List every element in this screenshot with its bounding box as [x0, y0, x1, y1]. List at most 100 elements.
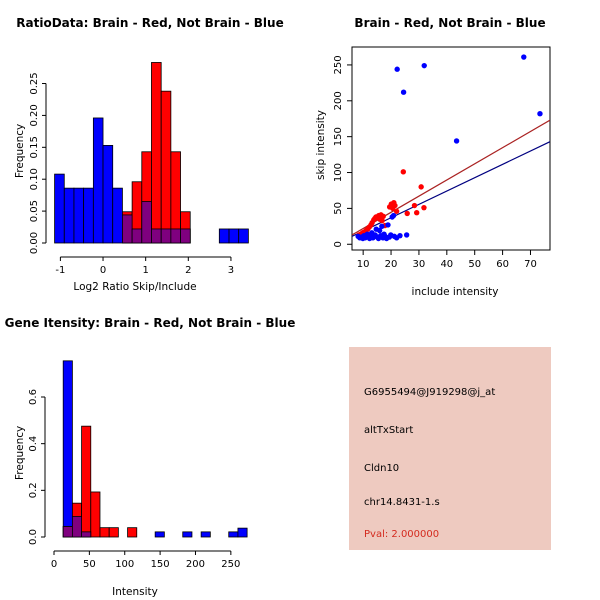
ratio-y-tick-label: 0.05 [29, 200, 40, 222]
ratio-x-tick-label: 1 [142, 265, 148, 276]
gene-bar-not-brain [154, 531, 165, 538]
gene-x-tick-label: 150 [151, 559, 170, 570]
scatter-plot-group: 0 50 100 150 200 250 10 20 30 40 50 60 70 [333, 46, 551, 270]
gene-bar-not-brain [228, 531, 239, 538]
histogram-bar-not-brain [238, 228, 249, 244]
info-pval: Pval: 2.000000 [364, 529, 440, 540]
gene-histogram-title: Gene Itensity: Brain - Red, Not Brain - … [4, 316, 296, 330]
gene-bar-not-brain [62, 360, 73, 538]
ratio-histogram-panel: RatioData: Brain - Red, Not Brain - Blue… [0, 0, 300, 300]
scatter-y-tick-label: 0 [333, 241, 344, 247]
scatter-point-not-brain [379, 223, 385, 230]
scatter-point-not-brain [453, 138, 460, 144]
info-probe-id: G6955494@J919298@j_at [364, 387, 496, 398]
scatter-point-brain [413, 209, 420, 216]
scatter-point-not-brain [394, 66, 400, 72]
ratio-y-tick-label: 0.25 [29, 72, 40, 94]
histogram-bar-not-brain [112, 187, 123, 244]
ratio-histogram-xlabel: Log2 Ratio Skip/Include [73, 281, 197, 293]
gene-bar-brain [99, 527, 110, 538]
scatter-x-tick-label: 60 [496, 259, 509, 270]
histogram-bar-overlap [151, 228, 162, 244]
scatter-x-tick-label: 50 [468, 259, 481, 270]
histogram-bar-overlap [141, 201, 152, 244]
ratio-histogram-ylabel: Frequency [14, 123, 26, 178]
info-gene-symbol: Cldn10 [364, 463, 400, 474]
histogram-bar-not-brain [54, 173, 65, 244]
scatter-x-tick-label: 70 [524, 259, 537, 270]
scatter-point-not-brain [390, 212, 397, 219]
gene-plot-group: 0.0 0.2 0.4 0.6 0 50 100 150 200 250 [28, 360, 248, 570]
gene-bar-not-brain [182, 531, 193, 538]
scatter-ylabel: skip intensity [315, 110, 327, 180]
histogram-bar-overlap [131, 228, 143, 244]
gene-x-tick-label: 250 [221, 559, 240, 570]
histogram-bar-brain [151, 62, 162, 244]
gene-bar-overlap [71, 516, 82, 538]
scatter-x-tick-label: 10 [357, 259, 370, 270]
scatter-canvas: 0 50 100 150 200 250 10 20 30 40 50 60 70 [333, 46, 551, 270]
scatter-point-not-brain [537, 111, 543, 117]
scatter-point-brain [411, 202, 418, 209]
scatter-point-not-brain [421, 62, 427, 69]
ratio-x-tick-label: 2 [185, 265, 191, 276]
scatter-x-tick-label: 20 [385, 259, 398, 270]
scatter-point-brain [421, 204, 427, 211]
scatter-x-tick-label: 40 [440, 259, 453, 270]
ratio-y-tick-label: 0.15 [29, 136, 40, 158]
ratio-x-tick-label: 3 [228, 265, 234, 276]
gene-bar-brain [127, 527, 138, 538]
ratio-x-tick-label: 0 [100, 265, 106, 276]
histogram-bar-not-brain [83, 187, 94, 244]
gene-y-tick-label: 0.6 [28, 389, 39, 405]
gene-histogram-xlabel: Intensity [112, 586, 158, 598]
scatter-point-brain [393, 208, 400, 214]
scatter-y-tick-label: 150 [333, 127, 344, 146]
scatter-point-not-brain [397, 232, 403, 239]
gene-intensity-panel: Gene Itensity: Brain - Red, Not Brain - … [0, 300, 300, 600]
histogram-bar-brain [160, 90, 172, 244]
scatter-point-not-brain [376, 227, 383, 234]
gene-x-tick-label: 50 [83, 559, 96, 570]
info-event-type: altTxStart [364, 425, 414, 436]
scatter-y-tick-label: 200 [333, 91, 344, 110]
scatter-x-tick-label: 30 [413, 259, 426, 270]
gene-info-panel: G6955494@J919298@j_at altTxStart Cldn10 … [349, 347, 551, 550]
scatter-frame [351, 46, 551, 251]
scatter-point-brain [418, 184, 424, 190]
scatter-y-tick-label: 250 [333, 55, 344, 74]
info-locus: chr14.8431-1.s [364, 497, 440, 508]
gene-bar-brain [81, 425, 92, 538]
scatter-y-tick-label: 50 [333, 202, 344, 215]
histogram-bar-not-brain [102, 144, 114, 244]
histogram-bar-not-brain [92, 117, 104, 244]
gene-x-tick-label: 200 [186, 559, 205, 570]
scatter-not-brain-fit-line [352, 141, 550, 237]
scatter-point-brain [392, 202, 398, 209]
gene-y-tick-label: 0.2 [28, 482, 39, 498]
scatter-point-brain [404, 210, 410, 217]
gene-bar-not-brain [200, 531, 211, 538]
scatter-point-brain [379, 217, 385, 224]
ratio-x-tick-label: -1 [55, 265, 65, 276]
gene-bar-overlap [62, 526, 73, 538]
scatter-point-not-brain [400, 89, 407, 95]
gene-histogram-canvas: 0.0 0.2 0.4 0.6 0 50 100 150 200 250 [28, 360, 248, 570]
ratio-histogram-canvas: 0.00 0.05 0.10 0.15 0.20 0.25 -1 0 1 2 3 [29, 62, 249, 276]
gene-y-tick-label: 0.4 [28, 436, 39, 452]
histogram-bar-not-brain [63, 187, 75, 244]
ratio-y-tick-label: 0.10 [29, 168, 40, 190]
scatter-y-tick-label: 100 [333, 163, 344, 182]
gene-bar-brain [108, 527, 119, 538]
scatter-point-brain [380, 213, 386, 219]
ratio-y-tick-label: 0.00 [29, 232, 40, 254]
ratio-histogram-title: RatioData: Brain - Red, Not Brain - Blue [16, 16, 284, 30]
histogram-bar-not-brain [73, 187, 85, 244]
histogram-bar-overlap [180, 228, 191, 244]
gene-bar-not-brain [237, 527, 248, 538]
scatter-xlabel: include intensity [411, 286, 499, 298]
gene-x-tick-label: 0 [51, 559, 57, 570]
gene-histogram-ylabel: Frequency [14, 425, 26, 480]
scatter-title: Brain - Red, Not Brain - Blue [354, 16, 546, 30]
histogram-bar-not-brain [218, 228, 230, 244]
